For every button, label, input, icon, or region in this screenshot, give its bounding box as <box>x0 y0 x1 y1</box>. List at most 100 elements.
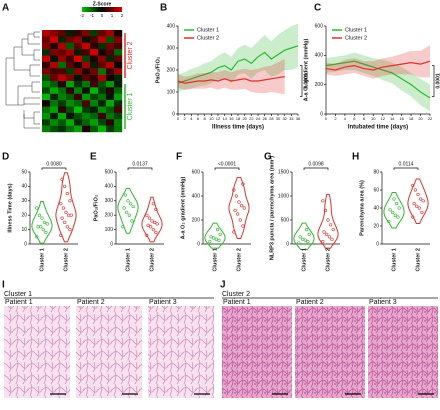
data-point <box>298 235 302 239</box>
heatmap-cell <box>74 36 83 43</box>
heatmap-cell <box>50 30 59 37</box>
heatmap-cell <box>74 112 83 120</box>
x-tick-label: Cluster 2 <box>325 248 331 272</box>
patient-label: Patient 3 <box>369 299 397 306</box>
heatmap-cell <box>98 125 107 133</box>
data-point <box>69 213 73 217</box>
heatmap-cell <box>74 87 83 94</box>
x-axis-label: Intubated time (days) <box>348 125 408 131</box>
heatmap-cell <box>82 125 91 133</box>
heatmap-cell <box>66 93 75 101</box>
data-point <box>208 240 212 244</box>
heatmap-cell <box>114 87 123 94</box>
data-point <box>412 201 416 206</box>
data-point <box>306 240 310 244</box>
x-tick-label: Cluster 1 <box>391 248 397 272</box>
data-point <box>45 222 49 226</box>
y-axis-label: A-a O₂ gradient (mmHg) <box>303 39 309 102</box>
heatmap-cell <box>82 106 91 114</box>
heatmap-cell <box>50 100 59 107</box>
data-point <box>145 233 149 237</box>
heatmap-cell <box>66 87 75 94</box>
heatmap-cell <box>58 42 67 50</box>
data-point <box>42 220 47 224</box>
x-tick-label: 20 <box>242 116 247 121</box>
x-tick-label: 10 <box>371 116 376 121</box>
p-bracket <box>303 167 329 170</box>
heatmap-cell <box>58 87 67 94</box>
heatmap-cell <box>74 93 83 101</box>
p-bracket <box>393 167 419 170</box>
x-tick-label: 32 <box>282 116 287 121</box>
panel-letter: J <box>220 280 226 291</box>
y-tick-label: 0 <box>197 241 200 247</box>
heatmap-cell <box>50 87 59 94</box>
heatmap-cell <box>58 36 67 43</box>
heatmap-cell <box>50 55 59 63</box>
data-point <box>241 182 245 186</box>
violin <box>204 222 226 249</box>
heatmap-cell <box>66 55 75 63</box>
y-tick-label: 400 <box>192 193 201 199</box>
x-tick-label: 24 <box>256 116 261 121</box>
heatmap-cell <box>50 125 59 133</box>
x-tick-label: 28 <box>269 116 274 121</box>
heatmap-cell <box>106 81 115 88</box>
p-value: 0.0001 <box>303 73 309 89</box>
data-point <box>241 224 245 228</box>
heatmap-cell <box>66 30 75 37</box>
colorbar-tick-label: -2 <box>80 13 84 18</box>
x-tick-label: 2 <box>184 116 187 121</box>
heatmap-cell <box>114 36 123 43</box>
data-point <box>59 202 63 206</box>
data-point <box>322 230 326 234</box>
heatmap-cell <box>90 55 99 63</box>
heatmap-cell <box>66 36 75 43</box>
data-point <box>307 232 311 236</box>
data-point <box>419 197 423 201</box>
patient-label: Patient 3 <box>149 299 177 306</box>
panel-letter: I <box>2 280 5 291</box>
data-point <box>151 202 155 206</box>
data-point <box>63 184 67 188</box>
heatmap-cell <box>74 81 83 88</box>
series-line <box>325 60 431 71</box>
heatmap-cell <box>114 30 123 37</box>
heatmap-cell <box>58 125 67 133</box>
data-point <box>236 212 240 216</box>
data-point <box>388 208 392 212</box>
data-point <box>130 219 134 223</box>
heatmap-cell <box>90 119 99 126</box>
x-tick-label: Cluster 2 <box>236 248 242 272</box>
x-tick-label: 18 <box>409 116 414 121</box>
data-point <box>329 223 333 227</box>
data-point <box>145 213 149 217</box>
heatmap-cell <box>58 49 67 56</box>
data-point <box>63 220 67 224</box>
x-tick-label: 12 <box>216 116 221 121</box>
data-point <box>416 192 420 197</box>
heatmap-cell <box>82 81 91 88</box>
y-tick-label: 0 <box>376 241 379 247</box>
data-point <box>68 199 72 203</box>
data-point <box>60 216 64 220</box>
data-point <box>65 192 69 196</box>
y-tick-label: 20 <box>21 213 27 219</box>
heatmap-cell <box>114 81 123 88</box>
heatmap-cell <box>58 68 67 75</box>
heatmap-cell <box>90 81 99 88</box>
p-value: 0.0098 <box>308 161 324 167</box>
heatmap-cell <box>58 106 67 114</box>
heatmap-cell <box>106 74 115 82</box>
heatmap-cell <box>58 61 67 69</box>
y-tick-label: 300 <box>105 198 114 204</box>
data-point <box>323 208 328 212</box>
x-tick-label: 30 <box>276 116 281 121</box>
colorbar-tick-label: 2 <box>121 13 124 18</box>
heatmap-cell <box>106 30 115 37</box>
x-tick-label: 34 <box>289 116 294 121</box>
y-axis-label: PaO₂/FiO₂ <box>155 56 161 83</box>
heatmap-cell <box>82 74 91 82</box>
heatmap-cell <box>58 93 67 101</box>
heatmap-cell <box>82 42 91 50</box>
